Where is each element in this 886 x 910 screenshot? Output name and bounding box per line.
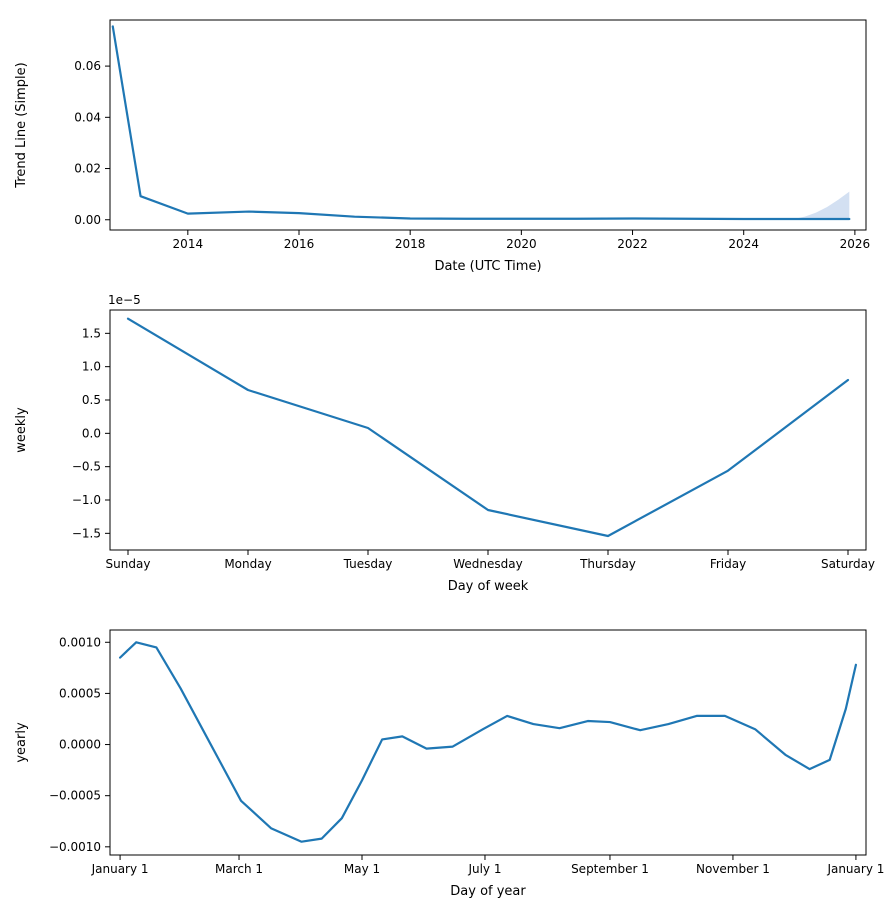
ytick-label: 1.5: [82, 326, 101, 340]
xtick-label: 2024: [728, 237, 759, 251]
xtick-label: Tuesday: [343, 557, 393, 571]
xtick-label: Friday: [710, 557, 746, 571]
xtick-label: Wednesday: [453, 557, 522, 571]
xtick-label: 2018: [395, 237, 426, 251]
xtick-label: Saturday: [821, 557, 875, 571]
ytick-label: −1.5: [72, 526, 101, 540]
weekly-panel: Sunday Monday Tuesday Wednesday Thursday Frid…: [0, 290, 886, 605]
ytick-label: 0.00: [74, 213, 101, 227]
ytick-label: 0.04: [74, 110, 101, 124]
series-line: [120, 642, 856, 841]
xtick-label: January 1: [826, 862, 884, 876]
x-axis-title: Date (UTC Time): [434, 259, 541, 274]
ytick-label: 0.0: [82, 426, 101, 440]
y-axis-title: yearly: [14, 722, 29, 763]
ytick-label: 0.0000: [59, 738, 101, 752]
weekly-chart-svg: Sunday Monday Tuesday Wednesday Thursday Frid…: [0, 290, 886, 605]
x-axis-title: Day of week: [448, 579, 529, 594]
ytick-label: 1.0: [82, 360, 101, 374]
xtick-label: Monday: [224, 557, 271, 571]
xtick-label: January 1: [91, 862, 149, 876]
xtick-label: 2014: [173, 237, 204, 251]
xtick-label: March 1: [215, 862, 263, 876]
yearly-chart-svg: January 1 March 1 May 1 July 1 September 1 No…: [0, 610, 886, 910]
xtick-label: July 1: [467, 862, 501, 876]
trend-panel: 2014 2016 2018 2020 2022 2024 2026 0.00 0.02 0.04…: [0, 0, 886, 285]
trend-chart-svg: 2014 2016 2018 2020 2022 2024 2026 0.00 0.02 0.04…: [0, 0, 886, 285]
yearly-panel: January 1 March 1 May 1 July 1 September 1 No…: [0, 610, 886, 910]
xtick-label: September 1: [571, 862, 649, 876]
ytick-label: −0.5: [72, 460, 101, 474]
ytick-label: 0.0010: [59, 635, 101, 649]
y-exponent-label: 1e−5: [108, 293, 141, 307]
y-axis-title: Trend Line (Simple): [14, 62, 29, 188]
ytick-label: 0.06: [74, 59, 101, 73]
xtick-label: Thursday: [579, 557, 636, 571]
xtick-label: 2026: [840, 237, 871, 251]
xtick-label: Sunday: [106, 557, 151, 571]
xtick-label: May 1: [344, 862, 380, 876]
ytick-label: −0.0005: [49, 789, 101, 803]
ytick-label: 0.0005: [59, 686, 101, 700]
series-line: [113, 26, 850, 219]
xtick-label: 2022: [617, 237, 648, 251]
ytick-label: 0.02: [74, 162, 101, 176]
ytick-label: −1.0: [72, 493, 101, 507]
ytick-label: −0.0010: [49, 840, 101, 854]
xtick-label: 2020: [506, 237, 537, 251]
ytick-label: 0.5: [82, 393, 101, 407]
figure: 2014 2016 2018 2020 2022 2024 2026 0.00 0.02 0.04…: [0, 0, 886, 889]
series-line: [128, 319, 848, 536]
x-axis-title: Day of year: [450, 884, 526, 899]
xtick-label: 2016: [284, 237, 315, 251]
y-axis-title: weekly: [14, 407, 29, 453]
forecast-uncertainty-area: [794, 192, 850, 220]
xtick-label: November 1: [696, 862, 770, 876]
